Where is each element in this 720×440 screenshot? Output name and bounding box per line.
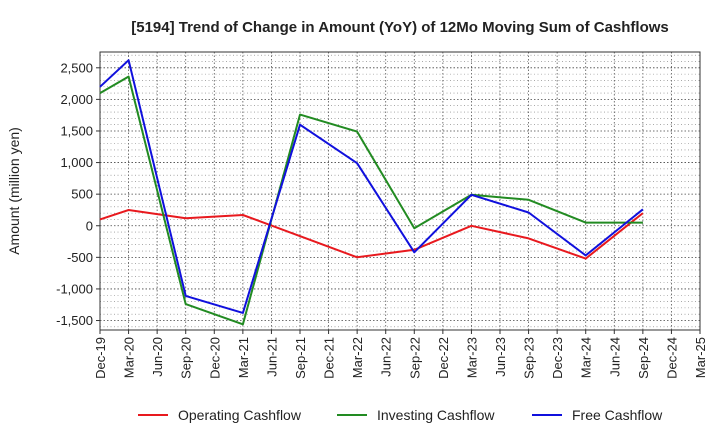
y-axis-label: Amount (million yen) bbox=[6, 127, 22, 255]
legend: Operating Cashflow Investing Cashflow Free… bbox=[138, 407, 663, 423]
x-tick-label: Jun-24 bbox=[607, 337, 622, 377]
legend-item: Operating Cashflow bbox=[138, 407, 302, 423]
y-tick-label: 2,500 bbox=[60, 60, 93, 75]
y-tick-label: 0 bbox=[86, 218, 93, 233]
x-tick-label: Sep-23 bbox=[522, 337, 537, 379]
series-lines bbox=[99, 59, 644, 326]
y-tick-label: 1,500 bbox=[60, 123, 93, 138]
y-tick-label: -500 bbox=[67, 250, 93, 265]
x-tick-label: Jun-23 bbox=[493, 337, 508, 377]
y-tick-label: 1,000 bbox=[60, 155, 93, 170]
plot-frame bbox=[99, 51, 701, 331]
y-tick-label: -1,000 bbox=[56, 281, 93, 296]
x-tick-label: Mar-20 bbox=[122, 337, 137, 378]
x-tick-label: Dec-20 bbox=[207, 337, 222, 379]
y-tick-label: -1,500 bbox=[56, 313, 93, 328]
x-tick-label: Dec-23 bbox=[550, 337, 565, 379]
x-tick-label: Mar-22 bbox=[350, 337, 365, 378]
x-tick-label: Jun-21 bbox=[264, 337, 279, 377]
x-tick-label: Dec-19 bbox=[93, 337, 108, 379]
x-tick-label: Dec-22 bbox=[436, 337, 451, 379]
legend-label: Investing Cashflow bbox=[377, 407, 495, 423]
grid bbox=[99, 52, 701, 330]
legend-item: Free Cashflow bbox=[532, 407, 663, 423]
x-tick-label: Mar-24 bbox=[579, 337, 594, 378]
series-line-investing-cashflow bbox=[99, 75, 643, 326]
series-line-free-cashflow bbox=[99, 59, 644, 314]
x-tick-label: Sep-20 bbox=[179, 337, 194, 379]
x-tick-label: Sep-22 bbox=[407, 337, 422, 379]
x-tick-label: Sep-24 bbox=[636, 337, 651, 379]
plot-area bbox=[100, 52, 700, 330]
legend-label: Operating Cashflow bbox=[178, 407, 302, 423]
legend-item: Investing Cashflow bbox=[337, 407, 495, 423]
axes: 2,500 2,000 1,500 1,000 500 0 -500 -1,000 -1,500… bbox=[56, 51, 708, 379]
x-tick-label: Jun-20 bbox=[150, 337, 165, 377]
x-tick-label: Mar-21 bbox=[236, 337, 251, 378]
chart-title: [5194] Trend of Change in Amount (YoY) o… bbox=[131, 19, 669, 36]
x-tick-label: Jun-22 bbox=[379, 337, 394, 377]
x-tick-label: Mar-23 bbox=[464, 337, 479, 378]
x-tick-label: Mar-25 bbox=[693, 337, 708, 378]
x-tick-label: Dec-24 bbox=[664, 337, 679, 379]
x-tick-label: Dec-21 bbox=[322, 337, 337, 379]
x-tick-label: Sep-21 bbox=[293, 337, 308, 379]
y-tick-label: 2,000 bbox=[60, 92, 93, 107]
series-line-operating-cashflow bbox=[99, 209, 644, 260]
legend-label: Free Cashflow bbox=[572, 407, 663, 423]
y-tick-label: 500 bbox=[71, 187, 93, 202]
